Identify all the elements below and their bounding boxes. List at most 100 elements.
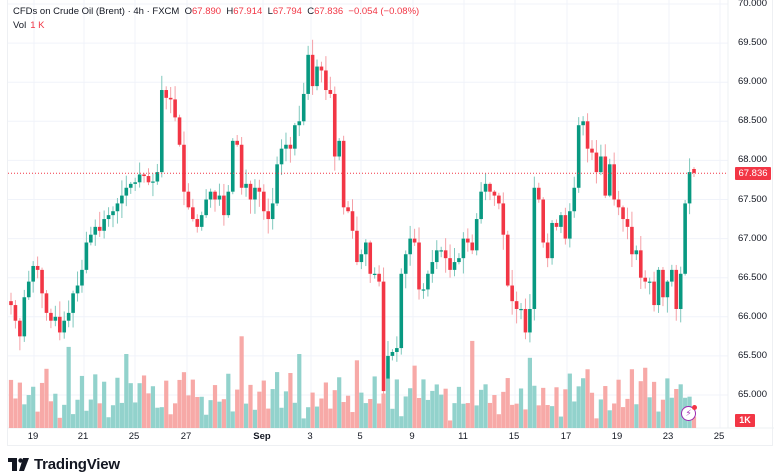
candle-body[interactable]: [634, 250, 639, 255]
candle-body[interactable]: [208, 191, 213, 200]
candle-body[interactable]: [35, 265, 40, 270]
candle-body[interactable]: [18, 320, 22, 337]
volume-label[interactable]: Vol: [13, 20, 27, 31]
candle-body[interactable]: [253, 187, 257, 200]
lightning-icon[interactable]: ⚡: [681, 405, 697, 421]
candle-body[interactable]: [355, 230, 359, 263]
candle-body[interactable]: [683, 203, 687, 274]
candle-body[interactable]: [474, 219, 479, 251]
candle-body[interactable]: [230, 140, 235, 192]
candle-body[interactable]: [523, 308, 528, 333]
candle-body[interactable]: [599, 156, 603, 173]
candle-body[interactable]: [22, 297, 27, 337]
candle-body[interactable]: [146, 176, 151, 183]
candle-body[interactable]: [603, 156, 608, 196]
candle-body[interactable]: [257, 187, 262, 192]
candle-body[interactable]: [62, 320, 67, 333]
candle-body[interactable]: [13, 305, 18, 321]
candle-body[interactable]: [328, 90, 333, 94]
candle-body[interactable]: [638, 250, 643, 278]
candle-body[interactable]: [590, 148, 594, 153]
candle-body[interactable]: [57, 316, 62, 333]
candle-body[interactable]: [510, 285, 514, 302]
candle-body[interactable]: [115, 203, 120, 212]
candle-body[interactable]: [364, 242, 368, 255]
candle-body[interactable]: [443, 250, 448, 259]
candle-body[interactable]: [120, 195, 124, 204]
candle-body[interactable]: [142, 174, 146, 177]
candle-body[interactable]: [270, 203, 275, 220]
candle-body[interactable]: [350, 211, 355, 231]
candle-body[interactable]: [191, 207, 195, 220]
candle-body[interactable]: [44, 293, 49, 313]
candle-body[interactable]: [630, 226, 634, 255]
candle-body[interactable]: [124, 187, 129, 196]
candle-body[interactable]: [439, 250, 444, 252]
candle-body[interactable]: [497, 195, 501, 204]
candle-body[interactable]: [80, 269, 84, 286]
candle-body[interactable]: [403, 254, 408, 274]
candle-body[interactable]: [692, 169, 696, 173]
candle-body[interactable]: [541, 199, 546, 243]
candle-body[interactable]: [448, 258, 452, 270]
candle-body[interactable]: [417, 242, 421, 290]
candle-body[interactable]: [332, 93, 337, 157]
candle-body[interactable]: [395, 348, 399, 352]
candle-body[interactable]: [434, 250, 439, 263]
candle-body[interactable]: [412, 238, 417, 243]
candle-body[interactable]: [173, 99, 177, 118]
candle-body[interactable]: [554, 222, 559, 227]
candle-body[interactable]: [293, 125, 297, 149]
candle-body[interactable]: [288, 144, 293, 149]
candle-body[interactable]: [89, 234, 93, 243]
candle-body[interactable]: [563, 215, 568, 239]
candle-body[interactable]: [26, 281, 31, 298]
candle-body[interactable]: [492, 191, 497, 196]
candle-body[interactable]: [381, 281, 386, 392]
candle-body[interactable]: [647, 281, 652, 283]
candle-body[interactable]: [186, 191, 191, 208]
symbol-name[interactable]: CFDs on Crude Oil (Brent): [13, 6, 125, 17]
candle-body[interactable]: [235, 140, 239, 145]
candle-body[interactable]: [678, 273, 683, 309]
candle-body[interactable]: [319, 66, 324, 71]
candle-body[interactable]: [53, 316, 58, 321]
candle-body[interactable]: [505, 234, 510, 286]
candle-body[interactable]: [279, 148, 284, 165]
candle-body[interactable]: [297, 121, 302, 126]
candle-body[interactable]: [372, 273, 377, 275]
candle-body[interactable]: [306, 54, 310, 94]
candle-body[interactable]: [479, 191, 483, 220]
candle-body[interactable]: [585, 121, 590, 149]
candle-body[interactable]: [616, 199, 621, 208]
candle-body[interactable]: [452, 262, 457, 270]
candle-body[interactable]: [266, 211, 271, 220]
candle-body[interactable]: [75, 285, 80, 294]
candle-body[interactable]: [670, 269, 674, 282]
candle-body[interactable]: [665, 281, 670, 298]
candle-body[interactable]: [151, 181, 155, 183]
candle-body[interactable]: [226, 191, 231, 216]
candle-body[interactable]: [66, 312, 71, 321]
candle-body[interactable]: [621, 207, 625, 220]
candle-body[interactable]: [656, 269, 661, 306]
candle-body[interactable]: [239, 144, 244, 188]
candle-body[interactable]: [168, 97, 173, 100]
candle-body[interactable]: [111, 211, 115, 216]
candle-body[interactable]: [222, 195, 226, 216]
candle-body[interactable]: [519, 308, 523, 311]
candle-body[interactable]: [9, 301, 13, 306]
candle-body[interactable]: [607, 164, 612, 196]
candle-body[interactable]: [514, 301, 519, 309]
candle-body[interactable]: [550, 222, 554, 259]
candle-body[interactable]: [466, 238, 470, 243]
candle-body[interactable]: [49, 312, 53, 321]
candle-body[interactable]: [674, 269, 679, 309]
candle-body[interactable]: [377, 273, 381, 282]
chart-frame[interactable]: [7, 0, 774, 446]
candle-body[interactable]: [386, 355, 390, 392]
candle-body[interactable]: [164, 90, 169, 98]
candle-body[interactable]: [177, 117, 182, 145]
candle-body[interactable]: [341, 140, 346, 208]
candle-body[interactable]: [483, 183, 488, 192]
